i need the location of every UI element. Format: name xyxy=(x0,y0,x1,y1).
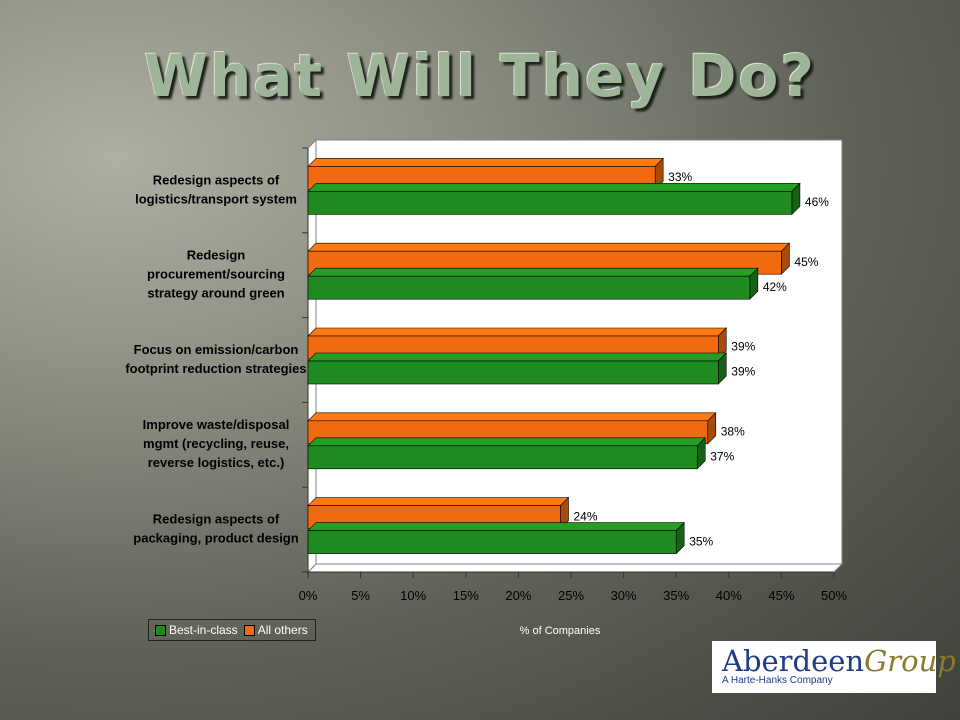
bar-best-in-class-3 xyxy=(307,352,728,385)
data-label-all-others-5: 24% xyxy=(573,509,597,523)
aberdeen-group-logo: AberdeenGroup A Harte-Hanks Company xyxy=(712,641,956,693)
data-labels: 33% 46% 45% 42% 39% 39% 38% 37% 24% 35% xyxy=(573,170,829,548)
bar-best-in-class-1 xyxy=(307,182,801,216)
legend-swatch-best-in-class xyxy=(155,624,166,636)
data-label-best-in-class-4: 37% xyxy=(710,449,734,463)
x-tick-label-10: 50% xyxy=(821,588,847,603)
x-tick-label-4: 20% xyxy=(505,588,531,603)
legend-label-best-in-class: Best-in-class xyxy=(169,623,238,637)
bar-best-in-class-2 xyxy=(307,267,759,300)
data-label-all-others-2: 45% xyxy=(794,255,818,269)
bar-best-in-class-5 xyxy=(307,521,685,555)
x-tick-label-2: 10% xyxy=(400,588,426,603)
x-tick-label-7: 35% xyxy=(663,588,689,603)
data-label-best-in-class-3: 39% xyxy=(731,365,755,379)
legend-entry-best-in-class: Best-in-class xyxy=(155,623,238,637)
logo-name-part2: Group xyxy=(864,644,956,678)
x-axis-ticks: 0% 5% 10% 15% 20% 25% 30% 35% 40% 45% 50% xyxy=(299,572,847,603)
category-label-4: Improve waste/disposal mgmt (recycling, r… xyxy=(143,417,290,470)
legend-label-all-others: All others xyxy=(257,623,308,637)
legend: Best-in-class All others xyxy=(148,619,316,641)
data-label-best-in-class-5: 35% xyxy=(689,534,713,548)
data-label-all-others-1: 33% xyxy=(668,170,692,184)
x-tick-label-3: 15% xyxy=(453,588,479,603)
slide-title: What Will They Do? xyxy=(144,42,816,110)
legend-swatch-all-others xyxy=(243,624,255,636)
category-label-3: Focus on emission/carbon footprint reduct… xyxy=(125,342,306,376)
logo-wordmark: AberdeenGroup xyxy=(722,644,956,678)
data-label-all-others-4: 38% xyxy=(721,424,745,438)
data-label-all-others-3: 39% xyxy=(731,340,755,354)
category-label-1: Redesign aspects of logistics/transport s… xyxy=(135,172,297,206)
x-tick-label-8: 40% xyxy=(716,588,742,603)
data-label-best-in-class-1: 46% xyxy=(805,195,829,209)
x-tick-label-5: 25% xyxy=(558,588,584,603)
legend-entry-all-others: All others xyxy=(243,623,308,637)
x-tick-label-9: 45% xyxy=(768,588,794,603)
logo-tagline: A Harte-Hanks Company xyxy=(722,675,833,686)
category-label-2: Redesign procurement/sourcing strategy aro… xyxy=(147,248,285,301)
x-tick-label-6: 30% xyxy=(611,588,637,603)
x-tick-label-0: 0% xyxy=(299,588,318,603)
plot-floor xyxy=(306,563,844,573)
category-label-5: Redesign aspects of packaging, product de… xyxy=(133,512,298,546)
bar-best-in-class-4 xyxy=(307,437,706,470)
data-label-best-in-class-2: 42% xyxy=(763,280,787,294)
bar-group xyxy=(307,157,801,555)
category-labels: Redesign aspects of logistics/transport s… xyxy=(125,172,306,545)
x-tick-label-1: 5% xyxy=(351,588,370,603)
logo-name-part1: Aberdeen xyxy=(722,644,865,678)
x-axis-label: % of Companies xyxy=(519,625,601,637)
